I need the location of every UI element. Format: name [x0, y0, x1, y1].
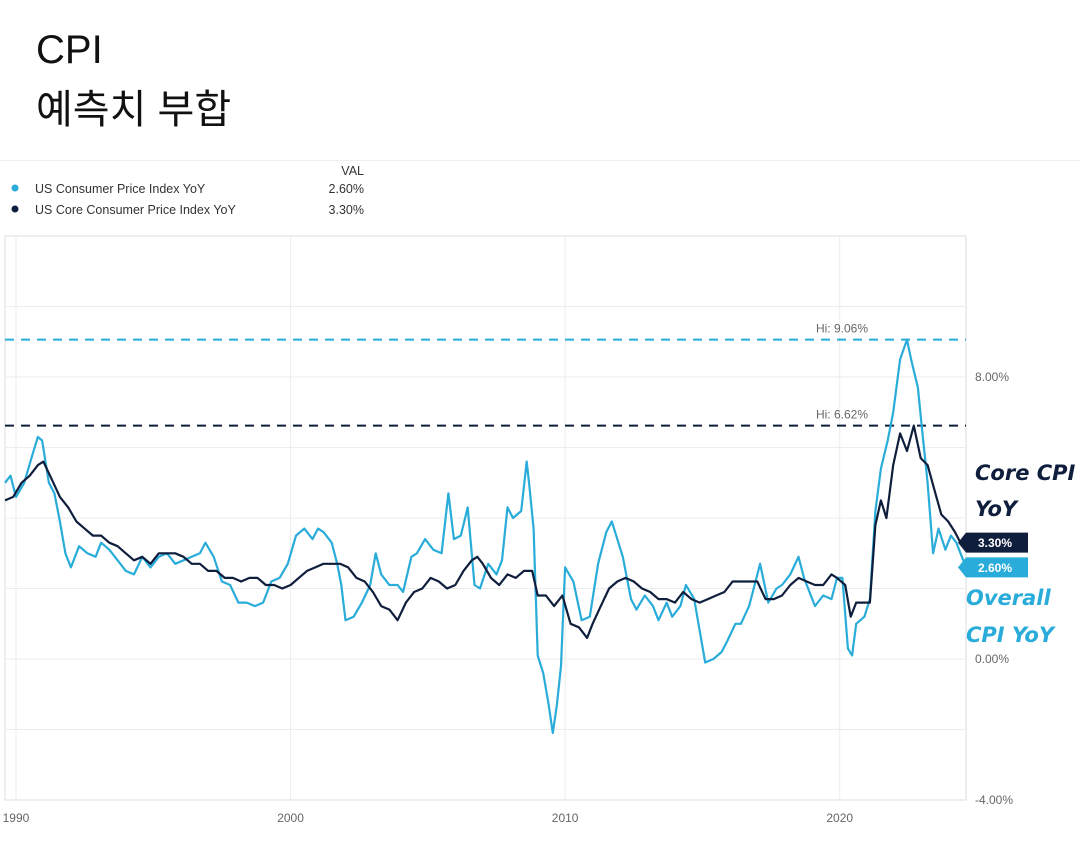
x-tick-label: 2020 [826, 811, 853, 825]
annotation-core-line1: Core CPI [975, 461, 1076, 485]
y-tick-label: 8.00% [975, 370, 1009, 384]
post-title-line1: CPI [36, 28, 103, 72]
end-label-box [958, 532, 1028, 553]
annotation-overall-line2: CPI YoY [966, 623, 1056, 647]
x-tick-label: 1990 [3, 811, 30, 825]
legend-label-headline: US Consumer Price Index YoY [35, 182, 206, 196]
post-title: CPI 예측치 부합 [36, 20, 231, 140]
end-label-box [958, 557, 1028, 578]
axes: 1990 2000 2010 2020 8.00% 0.00% -4.00% [3, 370, 1014, 825]
grid [5, 236, 966, 800]
high-label-headline: Hi: 9.06% [816, 322, 868, 336]
post-title-line2: 예측치 부합 [36, 88, 232, 132]
high-lines: Hi: 9.06% Hi: 6.62% [5, 322, 966, 427]
legend-value-core: 3.30% [329, 203, 364, 217]
annotations: Core CPI YoY Overall CPI YoY [966, 461, 1076, 647]
end-label-text: 2.60% [978, 561, 1012, 575]
legend-dot-headline [11, 184, 19, 192]
series [4, 338, 968, 735]
legend-dot-core [11, 205, 19, 213]
end-label-headline: 2.60% [958, 557, 1028, 578]
end-label-core: 3.30% [958, 532, 1028, 553]
series-line-headline [4, 338, 968, 735]
y-tick-label: -4.00% [975, 793, 1013, 807]
legend-label-core: US Core Consumer Price Index YoY [35, 203, 236, 217]
annotation-core-line2: YoY [975, 497, 1019, 521]
legend-header: VAL [341, 164, 364, 178]
end-label-text: 3.30% [978, 536, 1012, 550]
series-line-core [4, 424, 966, 639]
annotation-overall-line1: Overall [966, 586, 1052, 610]
y-tick-label: 0.00% [975, 652, 1009, 666]
x-tick-label: 2010 [552, 811, 579, 825]
x-tick-label: 2000 [277, 811, 304, 825]
end-labels: 2.60% 3.30% [958, 532, 1028, 578]
legend-value-headline: 2.60% [329, 182, 364, 196]
high-label-core: Hi: 6.62% [816, 408, 868, 422]
chart-legend: VAL US Consumer Price Index YoY 2.60% US… [11, 164, 364, 217]
divider [0, 160, 1080, 161]
